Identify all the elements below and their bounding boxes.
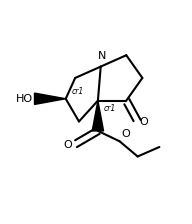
Text: O: O — [139, 117, 148, 127]
Polygon shape — [35, 93, 66, 104]
Text: cr1: cr1 — [72, 87, 84, 96]
Text: cr1: cr1 — [104, 104, 116, 113]
Polygon shape — [92, 101, 103, 131]
Text: N: N — [98, 51, 106, 61]
Text: HO: HO — [16, 94, 33, 104]
Text: O: O — [121, 129, 130, 139]
Text: O: O — [64, 140, 72, 150]
